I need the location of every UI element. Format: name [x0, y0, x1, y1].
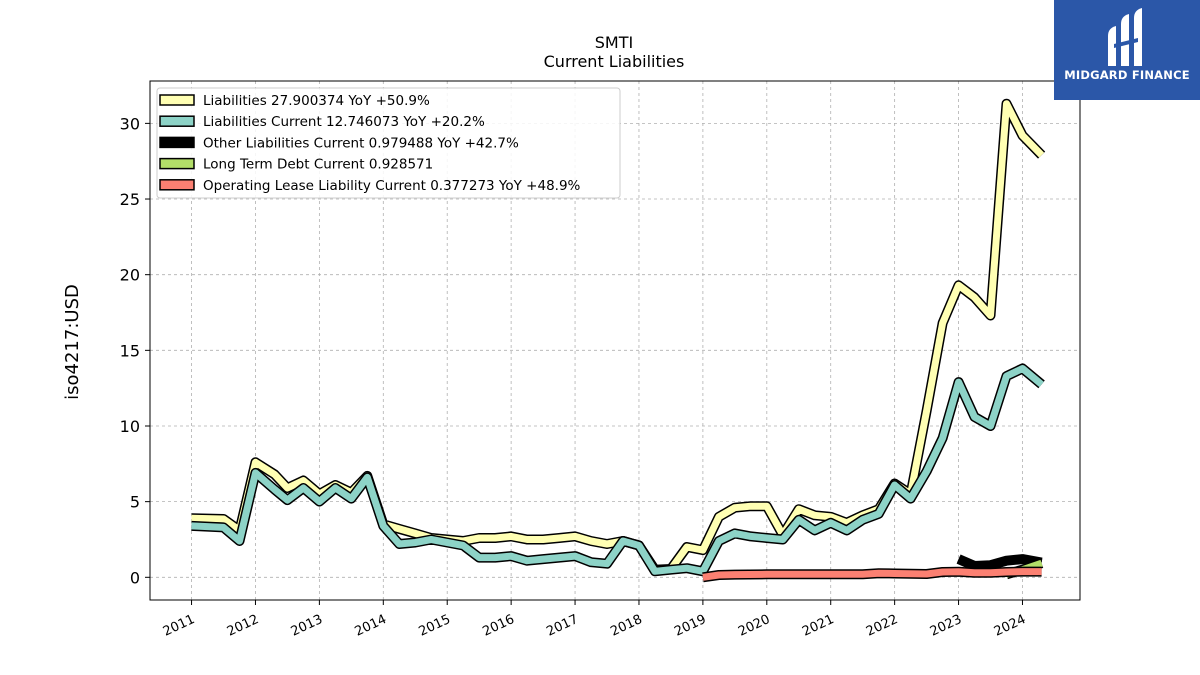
legend-label: Liabilities 27.900374 YoY +50.9%: [203, 93, 430, 109]
legend-swatch: [159, 94, 195, 106]
x-tick-label: 2021: [800, 612, 836, 640]
x-tick-label: 2019: [672, 612, 708, 640]
midgard-finance-logo: MIDGARD FINANCE: [1054, 0, 1200, 100]
legend: Liabilities 27.900374 YoY +50.9% Liabilit…: [156, 87, 621, 199]
legend-box: [156, 87, 621, 199]
logo-text: MIDGARD FINANCE: [1064, 68, 1190, 82]
x-tick-label: 2013: [289, 612, 325, 640]
legend-swatch: [159, 157, 195, 170]
x-tick-label: 2020: [736, 612, 772, 640]
series-3-line: [957, 555, 1043, 570]
x-tick-label: 2017: [544, 612, 580, 640]
x-tick-label: 2022: [864, 612, 900, 640]
legend-swatch: [159, 136, 195, 149]
y-axis-label: iso4217:USD: [62, 284, 83, 400]
series-5-line: [702, 568, 1042, 581]
plot-frame: [149, 80, 1081, 601]
y-tick-label: 5: [130, 493, 140, 512]
legend-label: Other Liabilities Current 0.979488 YoY +…: [203, 135, 519, 151]
legend-label: Operating Lease Liability Current 0.3772…: [203, 178, 581, 194]
x-tick-label: 2012: [225, 612, 261, 640]
series-layer: [191, 98, 1046, 583]
x-tick-label: 2014: [353, 612, 389, 640]
series-2-line: [191, 365, 1044, 575]
x-tick-label: 2015: [417, 612, 453, 640]
y-tick-label: 15: [120, 341, 140, 360]
x-tick-label: 2016: [480, 612, 516, 640]
y-tick-label: 25: [120, 190, 140, 209]
y-tick-label: 30: [120, 114, 140, 133]
legend-label: Liabilities Current 12.746073 YoY +20.2%: [203, 114, 485, 130]
x-tick-label: 2018: [608, 612, 644, 640]
chart-subtitle: Current Liabilities: [544, 52, 685, 71]
legend-swatch: [159, 115, 195, 127]
legend-label: Long Term Debt Current 0.928571: [203, 157, 433, 173]
chart-title: SMTI: [595, 33, 633, 52]
x-tick-label: 2024: [992, 612, 1028, 640]
y-tick-label: 0: [130, 568, 140, 587]
x-tick-label: 2011: [161, 612, 197, 640]
y-tick-label: 10: [120, 417, 140, 436]
y-tick-label: 20: [120, 266, 140, 285]
x-tick-label: 2023: [928, 612, 964, 640]
legend-swatch: [159, 179, 195, 191]
midgard-logo-icon: [1108, 8, 1142, 66]
